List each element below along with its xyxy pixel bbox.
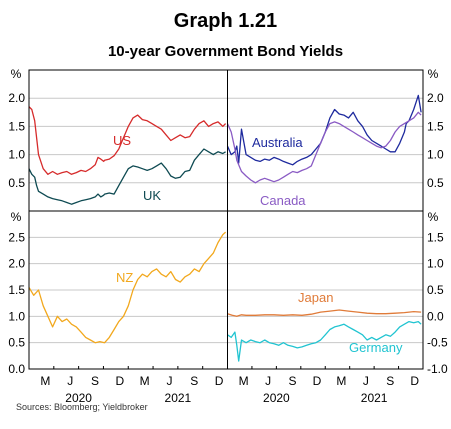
series-label-us: US (113, 133, 131, 148)
y-tick-label: 1.5 (8, 283, 25, 297)
x-tick-label: D (410, 374, 419, 388)
x-tick-label: S (91, 374, 99, 388)
series-line-germany (227, 320, 422, 362)
chart-title: 10-year Government Bond Yields (108, 43, 343, 60)
series-label-germany: Germany (349, 340, 403, 355)
y-tick-label: 1.0 (427, 257, 444, 271)
x-tick-label: S (190, 374, 198, 388)
x-tick-label: J (166, 374, 172, 388)
y-tick-label: 2.5 (8, 230, 25, 244)
y-tick-label: 0.0 (427, 309, 444, 323)
unit-label: % (428, 210, 439, 224)
x-tick-label: M (140, 374, 150, 388)
y-tick-label: 0.5 (427, 176, 444, 190)
series-label-uk: UK (143, 188, 161, 203)
x-tick-label: M (336, 374, 346, 388)
unit-label: % (428, 67, 439, 81)
year-label: 2020 (263, 391, 290, 405)
series-line-japan (227, 309, 422, 317)
x-tick-label: S (288, 374, 296, 388)
y-tick-label: 0.5 (8, 336, 25, 350)
x-tick-label: J (265, 374, 271, 388)
series-line-canada (226, 111, 422, 184)
y-tick-label: 1.0 (427, 148, 444, 162)
y-tick-label: -0.5 (427, 336, 448, 350)
y-tick-label: 1.5 (8, 119, 25, 133)
series-line-nz (28, 231, 227, 344)
y-tick-label: -1.0 (427, 362, 448, 376)
series-label-japan: Japan (298, 290, 333, 305)
series-line-uk (28, 148, 226, 205)
year-label: 2020 (65, 391, 92, 405)
y-tick-label: 2.0 (8, 257, 25, 271)
series-label-australia: Australia (252, 135, 303, 150)
y-tick-label: 1.0 (8, 309, 25, 323)
y-tick-label: 1.0 (8, 148, 25, 162)
x-tick-label: D (215, 374, 224, 388)
y-tick-label: 2.0 (8, 91, 25, 105)
series-line-us (28, 106, 227, 175)
series-label-canada: Canada (260, 193, 306, 208)
x-tick-label: D (313, 374, 322, 388)
y-tick-label: 2.0 (427, 91, 444, 105)
y-tick-label: 0.5 (8, 176, 25, 190)
y-tick-label: 1.5 (427, 119, 444, 133)
plot-layer: 0.5 1.0 1.5 2.0 0.5 1.0 1.5 2.0 0.0 0.5 1.0 1.5 2.0 2… (8, 67, 448, 405)
y-tick-label: 1.5 (427, 230, 444, 244)
y-tick-label: 0.0 (8, 362, 25, 376)
x-tick-label: M (239, 374, 249, 388)
year-label: 2021 (361, 391, 388, 405)
x-tick-label: M (40, 374, 50, 388)
x-tick-label: D (115, 374, 124, 388)
plot-frame (28, 69, 424, 370)
graph-number: Graph 1.21 (174, 10, 277, 32)
source-note: Sources: Bloomberg; Yieldbroker (16, 402, 148, 412)
unit-label: % (11, 210, 22, 224)
unit-label: % (11, 67, 22, 81)
series-label-nz: NZ (116, 270, 133, 285)
y-tick-label: 0.5 (427, 283, 444, 297)
x-tick-label: J (67, 374, 73, 388)
x-tick-label: J (363, 374, 369, 388)
year-label: 2021 (165, 391, 192, 405)
x-tick-label: S (386, 374, 394, 388)
